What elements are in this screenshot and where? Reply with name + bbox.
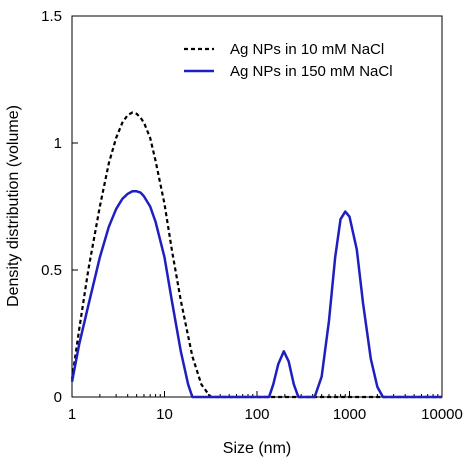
x-tick-label: 100 (244, 406, 269, 423)
y-tick-label: 0 (54, 389, 62, 406)
series-line-150mm-nacl (70, 190, 442, 399)
x-tick-label: 10 (156, 406, 173, 423)
y-tick-label: 1 (54, 135, 62, 152)
legend-label-10mm: Ag NPs in 10 mM NaCl (230, 41, 384, 58)
x-tick-label: 1 (68, 406, 76, 423)
y-tick-label: 0.5 (41, 262, 62, 279)
y-axis-title: Density distribution (volume) (5, 105, 22, 307)
series-layer (70, 111, 442, 399)
x-axis-title: Size (nm) (223, 440, 291, 457)
legend-label-150mm: Ag NPs in 150 mM NaCl (230, 63, 393, 80)
x-tick-label: 10000 (421, 406, 463, 423)
series-line-10mm-nacl (70, 111, 442, 399)
x-tick-label: 1000 (333, 406, 366, 423)
legend: Ag NPs in 10 mM NaCl Ag NPs in 150 mM Na… (184, 41, 393, 80)
y-tick-label: 1.5 (41, 8, 62, 25)
axis-ticks: 1 10 100 1000 10000 0 0.5 1 1.5 (41, 8, 463, 423)
